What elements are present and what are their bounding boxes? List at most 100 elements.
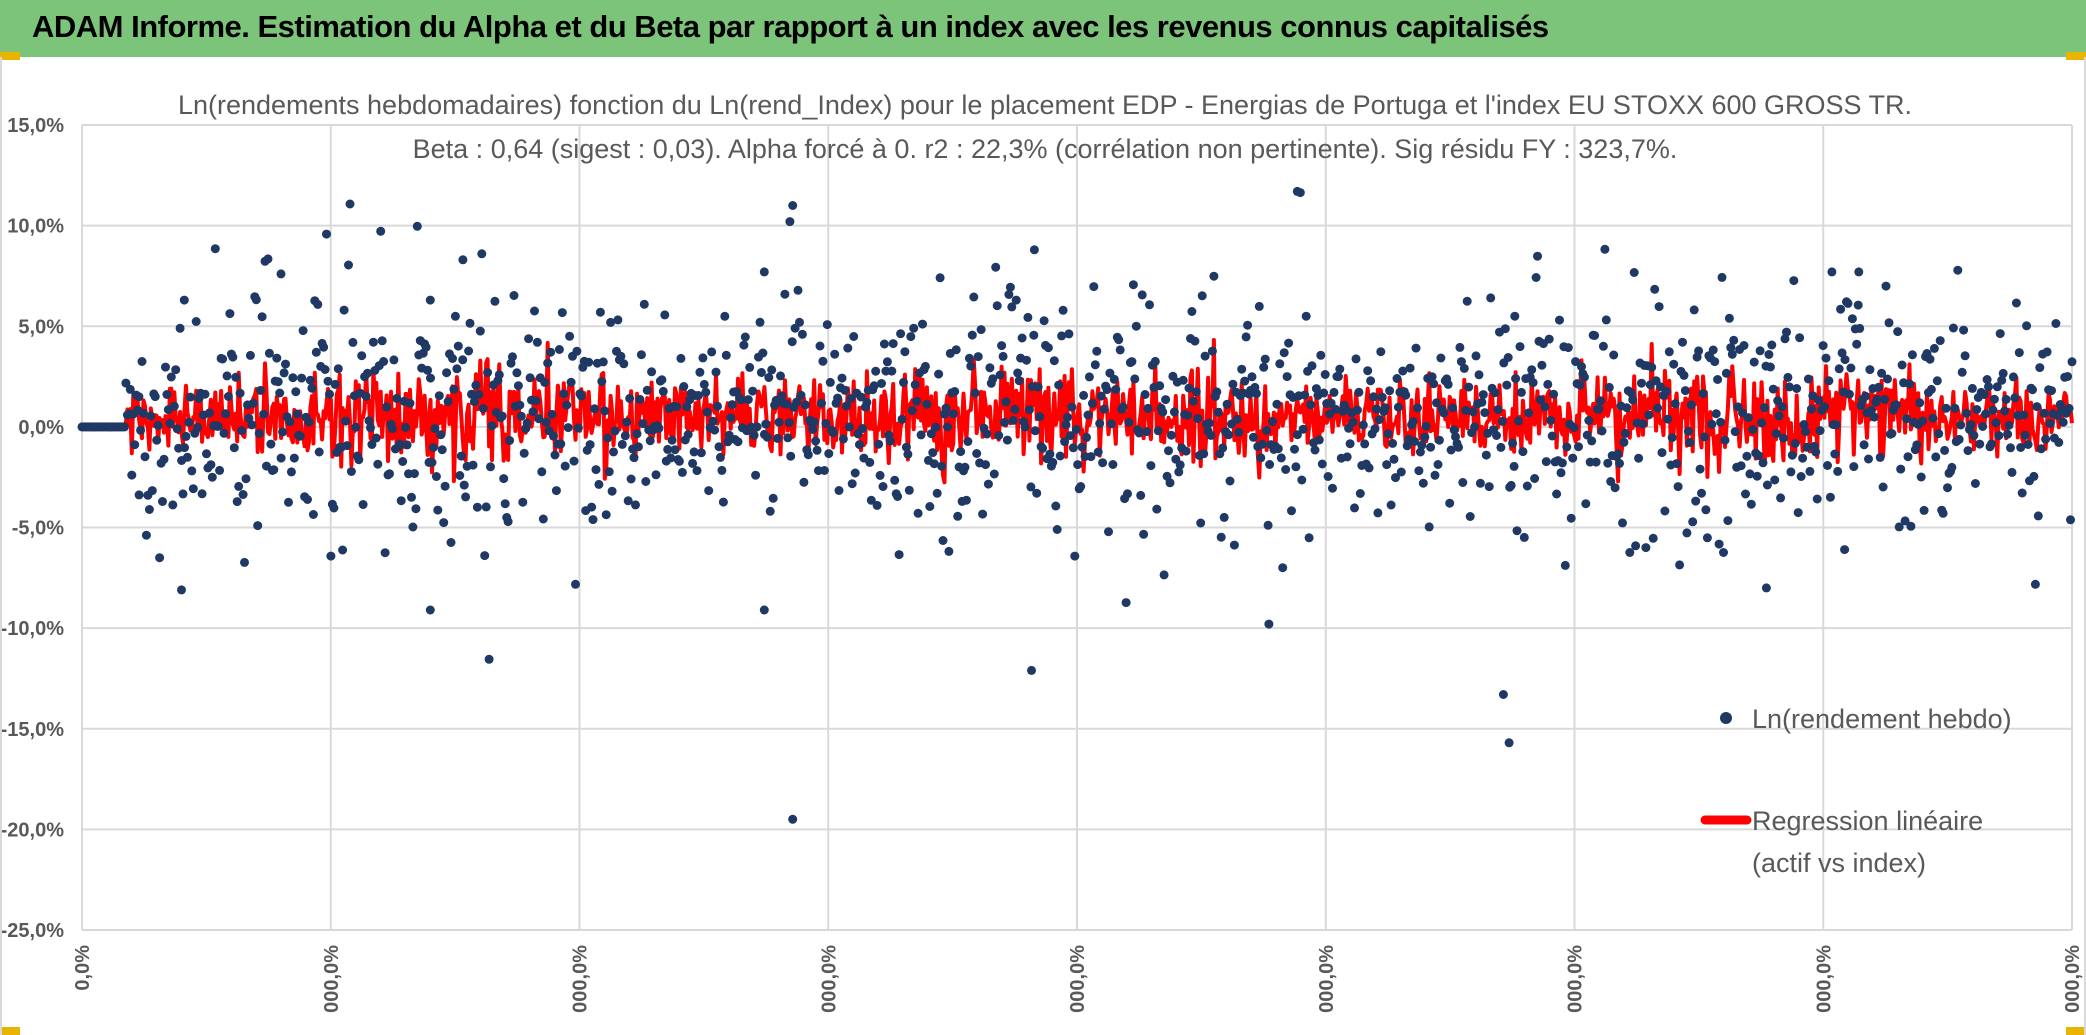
data-point [594,479,604,489]
data-point [276,269,286,279]
data-point [1035,412,1045,422]
data-point [1714,539,1724,549]
data-point [1323,472,1333,481]
data-point [929,459,939,469]
data-point [1187,307,1197,316]
data-point [1574,442,1583,452]
data-point [295,431,305,441]
data-point [658,386,668,396]
data-point [822,320,832,330]
data-point [1099,404,1109,414]
data-point [1631,541,1641,551]
data-point [956,447,966,457]
data-point [1503,353,1513,362]
data-point [325,389,334,399]
data-point [862,397,872,407]
data-point [389,355,399,365]
x-tick-label-7: 000,0% [1813,945,1835,1013]
data-point [928,448,938,458]
data-point [408,522,418,532]
data-point [264,348,274,358]
data-point [1669,359,1679,369]
data-point [1027,665,1036,675]
data-point [269,465,279,475]
data-point [1183,410,1193,420]
data-point [1111,385,1121,394]
data-point [219,428,229,438]
data-point [1755,346,1765,356]
data-point [254,428,264,438]
data-point [1219,512,1229,522]
data-point [1496,442,1506,452]
data-point [1060,437,1070,447]
data-point [702,407,712,417]
data-point [1500,324,1510,334]
data-point [1007,302,1017,312]
data-point [218,354,228,364]
data-point [1594,404,1604,414]
data-point [969,292,979,302]
data-point [1689,305,1699,315]
data-point [497,411,507,421]
data-point [588,515,598,525]
data-point [1596,396,1605,406]
data-point [1518,447,1528,457]
data-point [721,350,731,360]
data-point [1307,361,1317,371]
data-point [941,403,951,413]
data-point [598,357,608,367]
data-point [88,422,98,432]
data-point [1405,363,1415,373]
data-point [368,337,378,347]
data-point [1455,342,1465,352]
data-point [134,490,144,500]
data-point [1619,437,1629,447]
data-point [998,351,1008,361]
data-point [1900,516,1910,526]
data-point [1957,367,1967,377]
data-point [1979,390,1989,399]
data-point [543,358,553,368]
data-point [494,370,504,380]
data-point [1184,383,1194,393]
data-point [1240,376,1250,386]
data-point [897,414,907,424]
data-point [358,500,368,509]
data-point [405,398,415,408]
data-point [1552,489,1562,499]
data-point [1068,443,1078,453]
data-point [788,201,798,210]
x-axis-ticks: 0,0% 000,0% 000,0% 000,0% 000,0% 000,0% 000,0%… [72,945,2084,1013]
data-point [2023,440,2033,449]
data-point [1680,386,1690,396]
data-point [759,267,769,277]
data-point [607,486,617,496]
data-point [1153,426,1163,436]
data-point [1063,412,1072,422]
data-point [153,420,163,430]
data-point [720,311,730,321]
data-point [1702,533,1712,543]
data-point [402,440,412,450]
data-point [213,421,223,431]
data-point [948,409,958,419]
data-point [1855,323,1865,333]
data-point [150,392,160,402]
data-point [481,502,491,512]
data-point [1566,513,1576,523]
data-point [1549,389,1559,399]
data-point [175,323,185,333]
data-point [1456,357,1466,367]
data-point [2017,488,2027,498]
data-point [1609,350,1619,360]
data-point [1492,431,1501,440]
data-point [1161,395,1171,405]
data-point [797,329,807,339]
data-point [1095,419,1105,428]
data-point [660,310,670,320]
data-point [1935,336,1945,346]
data-point [1248,432,1258,442]
data-point [452,364,462,374]
data-point [1679,370,1689,380]
data-point [308,510,318,519]
